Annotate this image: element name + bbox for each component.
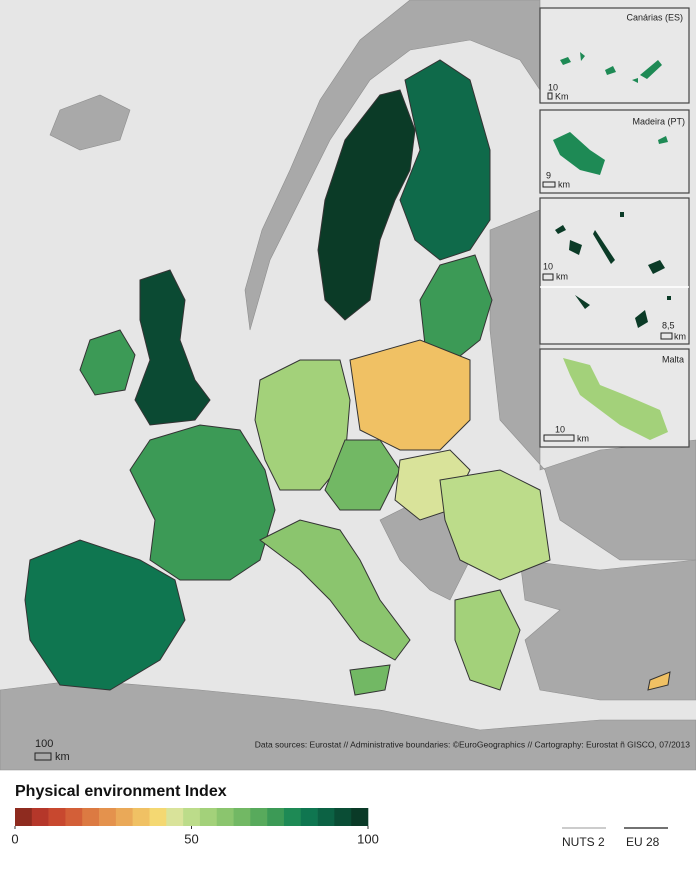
scale-value: 10: [548, 82, 558, 92]
legend-swatch: [99, 808, 117, 826]
legend-swatch: [233, 808, 251, 826]
legend-swatch: [199, 808, 218, 826]
legend-swatch: [132, 808, 150, 826]
legend-swatch: [48, 808, 66, 826]
legend-swatch: [65, 808, 83, 826]
scale-unit: km: [558, 179, 570, 189]
scale-value: 10: [543, 261, 553, 271]
legend-swatch: [334, 808, 352, 826]
legend-line-label: EU 28: [626, 835, 660, 849]
legend-line-label: NUTS 2: [562, 835, 605, 849]
scale-unit: km: [55, 751, 70, 763]
scale-value: 100: [35, 738, 53, 750]
non-eu-land: [0, 0, 696, 771]
legend-swatch: [166, 808, 184, 826]
scale-unit: km: [577, 433, 589, 443]
legend-swatch: [31, 808, 49, 826]
legend-swatch: [149, 808, 167, 826]
inset-title: Madeira (PT): [632, 116, 685, 126]
insets: Canárias (ES) 10 Km Madeira (PT) 9 km 10…: [539, 7, 690, 448]
scale-unit: km: [556, 271, 568, 281]
legend-swatch: [351, 808, 369, 826]
legend-tick-label: 50: [184, 831, 198, 846]
legend-title: Physical environment Index: [15, 783, 227, 800]
source-note: Data sources: Eurostat // Administrative…: [255, 739, 691, 749]
legend-swatch: [15, 808, 33, 826]
inset-title: Canárias (ES): [626, 12, 683, 22]
scale-value: 9: [546, 170, 551, 180]
legend-swatch: [283, 808, 302, 826]
legend-swatch: [300, 808, 318, 826]
legend-swatch: [183, 808, 201, 826]
inset-frame: [539, 7, 690, 104]
legend-swatch: [250, 808, 268, 826]
scale-bar: [34, 752, 52, 761]
scale-unit: km: [674, 331, 686, 341]
scale-unit: Km: [555, 91, 569, 101]
scale-value: 10: [555, 424, 565, 434]
inset-frame: [539, 197, 690, 345]
legend-swatch: [115, 808, 133, 826]
eu-regions: [24, 59, 671, 696]
legend-tick-label: 100: [357, 831, 379, 846]
legend-swatch: [317, 808, 335, 826]
legend-swatch: [216, 808, 234, 826]
legend-tick-label: 0: [11, 831, 18, 846]
scale-value: 8,5: [662, 320, 675, 330]
legend-swatch: [82, 808, 100, 826]
legend: Physical environment Index NUTS 2 EU 28 …: [11, 783, 668, 849]
legend-swatch: [267, 808, 285, 826]
inset-title: Malta: [662, 354, 684, 364]
